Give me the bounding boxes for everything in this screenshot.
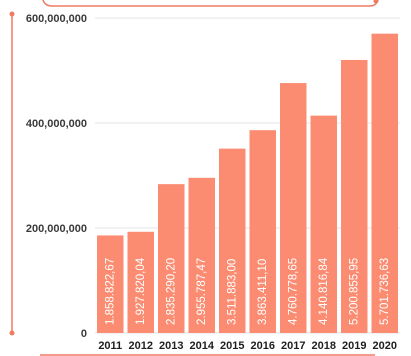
bar <box>97 235 124 333</box>
bar <box>158 184 185 333</box>
data-label: 3.511.883,00 <box>226 259 238 325</box>
chart-frame <box>9 0 379 356</box>
frame-dot-top-right <box>373 0 379 4</box>
x-tick-label: 2018 <box>312 340 336 352</box>
y-tick-label: 600,000,000 <box>26 13 87 25</box>
x-tick-label: 2020 <box>373 340 397 352</box>
data-label: 3.863.411,10 <box>257 259 269 325</box>
data-label: 5.200.855,95 <box>348 258 360 325</box>
x-tick-label: 2019 <box>342 340 366 352</box>
data-label: 2.955.787,47 <box>196 258 208 325</box>
y-tick-label: 200,000,000 <box>26 223 87 235</box>
data-label: 1.927.820,04 <box>135 257 147 325</box>
bar <box>219 148 246 333</box>
bar <box>188 177 215 333</box>
bar <box>280 83 307 334</box>
frame-top-bracket <box>42 0 379 7</box>
data-label: 1.858.822,67 <box>104 258 116 325</box>
bar <box>341 59 368 333</box>
y-axis: 0 200,000,000 400,000,000 600,000,000 <box>26 13 87 340</box>
data-label: 4.140.816,84 <box>318 257 330 325</box>
x-tick-label: 2012 <box>129 340 153 352</box>
x-tick-label: 2015 <box>220 340 244 352</box>
x-tick-label: 2011 <box>98 340 122 352</box>
data-label: 5.701.736,63 <box>379 258 391 325</box>
data-label: 2.835.290,20 <box>165 258 177 325</box>
x-tick-label: 2017 <box>281 340 305 352</box>
bar <box>310 115 337 333</box>
x-axis: 2011 2012 2013 2014 2015 2016 2017 2018 2019 2020 <box>98 340 397 352</box>
bar <box>371 33 398 334</box>
bars <box>97 33 398 334</box>
frame-dot-bottom-left <box>9 330 15 336</box>
y-tick-label: 0 <box>81 328 87 340</box>
x-tick-label: 2013 <box>159 340 183 352</box>
x-tick-label: 2016 <box>251 340 275 352</box>
y-tick-label: 400,000,000 <box>26 118 87 130</box>
bar <box>127 231 154 333</box>
bar <box>249 130 276 333</box>
data-label: 4.760.778,65 <box>287 258 299 325</box>
frame-dot-top-left <box>9 11 15 17</box>
x-tick-label: 2014 <box>190 340 215 352</box>
data-labels: 1.858.822,67 1.927.820,04 2.835.290,20 2.95… <box>104 257 391 325</box>
